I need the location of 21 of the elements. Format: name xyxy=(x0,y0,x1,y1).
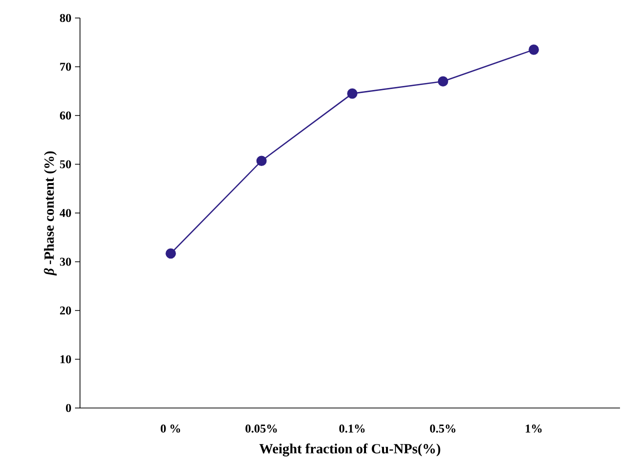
y-tick-label: 70 xyxy=(60,62,72,71)
y-tick-label: 0 xyxy=(66,404,72,412)
y-tick-label: 40 xyxy=(60,208,72,218)
x-tick-label: 0.5% xyxy=(430,424,456,433)
y-tick-label: 30 xyxy=(60,258,72,266)
point xyxy=(528,44,539,55)
point xyxy=(438,76,448,87)
point xyxy=(347,88,358,99)
x-axis-title: Weight fraction of Cu-NPs(%) xyxy=(259,443,440,456)
x-tick-label: 0 % xyxy=(160,424,180,433)
y-tick-label: 20 xyxy=(60,306,72,315)
x-tick-label: 0.1% xyxy=(339,424,365,433)
y-tick-label: 60 xyxy=(60,111,72,120)
point xyxy=(256,156,267,166)
y-tick-label: 10 xyxy=(60,355,72,364)
point xyxy=(166,248,176,259)
y-axis-title: β -Phase content (%) xyxy=(44,151,57,276)
x-tick-label: 0.05% xyxy=(246,424,277,433)
y-tick-label: 50 xyxy=(60,160,72,168)
y-tick-label: 80 xyxy=(60,14,72,22)
x-tick-label: 1% xyxy=(526,424,542,433)
